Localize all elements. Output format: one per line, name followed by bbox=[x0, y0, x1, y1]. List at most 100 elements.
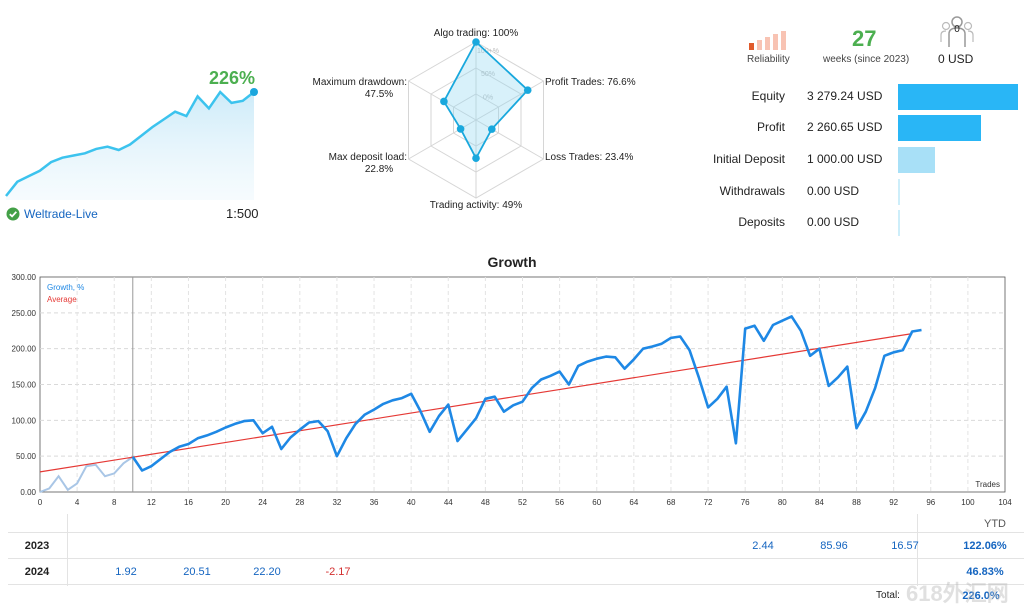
check-verified-icon bbox=[6, 207, 20, 221]
growth-chart: Growth 0.00 50.00 100.00 150.00 200.00 250.00… bbox=[12, 254, 1013, 507]
month-return-cell: -2.17 bbox=[325, 566, 351, 578]
radar-spoke bbox=[408, 119, 477, 160]
sparkline-end-dot bbox=[250, 88, 258, 96]
metric-value: 0.00 USD bbox=[807, 184, 860, 198]
x-tick-label: 48 bbox=[481, 498, 490, 507]
x-tick-label: 20 bbox=[221, 498, 230, 507]
month-return-cell: 22.20 bbox=[253, 566, 281, 578]
x-tick-label: 92 bbox=[889, 498, 898, 507]
x-tick-label: 44 bbox=[444, 498, 453, 507]
radar-axis-label: Loss Trades: 23.4% bbox=[545, 152, 633, 163]
x-tick-label: 56 bbox=[555, 498, 564, 507]
radar-value-point bbox=[472, 38, 480, 46]
x-tick-label: 24 bbox=[258, 498, 267, 507]
x-tick-label: 84 bbox=[815, 498, 824, 507]
x-tick-label: 28 bbox=[295, 498, 304, 507]
metric-row-deposits: Deposits 0.00 USD bbox=[700, 209, 1024, 237]
metric-label: Withdrawals bbox=[719, 184, 785, 198]
radar-axis-label: Profit Trades: 76.6% bbox=[545, 77, 636, 88]
chart-grid bbox=[39, 276, 1006, 493]
ytd-header: YTD bbox=[984, 518, 1006, 530]
year-cell: 2023 bbox=[24, 540, 50, 552]
x-tick-label: 72 bbox=[704, 498, 713, 507]
y-tick-label: 50.00 bbox=[16, 452, 37, 461]
radar-grid-label: 100+% bbox=[477, 48, 499, 55]
metric-bar bbox=[898, 210, 900, 236]
x-tick-label: 12 bbox=[147, 498, 156, 507]
legend-growth: Growth, % bbox=[47, 283, 84, 292]
metric-bar bbox=[898, 147, 935, 173]
metric-value: 2 260.65 USD bbox=[807, 120, 883, 134]
month-return-cell: 1.92 bbox=[115, 566, 137, 578]
reliability-label: Reliability bbox=[747, 54, 790, 65]
month-return-cell: 20.51 bbox=[183, 566, 211, 578]
radar-value-point bbox=[523, 86, 532, 94]
radar-chart: 100+% 50% 0% Algo trading: 100% Profit Trad… bbox=[313, 28, 636, 211]
metric-label: Equity bbox=[751, 89, 785, 103]
radar-axis-label: Algo trading: 100% bbox=[434, 28, 519, 39]
radar-axis-label: Max deposit load: bbox=[329, 152, 407, 163]
metric-value: 1 000.00 USD bbox=[807, 152, 883, 166]
metric-row-equity: Equity 3 279.24 USD bbox=[700, 83, 1024, 111]
growth-line bbox=[131, 315, 922, 472]
x-tick-label: 88 bbox=[852, 498, 861, 507]
metric-label: Initial Deposit bbox=[712, 152, 785, 166]
radar-labels: Algo trading: 100% Profit Trades: 76.6% Lo… bbox=[313, 28, 636, 211]
radar-value-polygon bbox=[442, 40, 529, 161]
chart-series bbox=[39, 315, 922, 493]
radar-axis-label: Trading activity: 49% bbox=[430, 200, 523, 211]
radar-value-point bbox=[472, 154, 480, 163]
metric-row-initial-deposit: Initial Deposit 1 000.00 USD bbox=[700, 146, 1024, 174]
x-axis-ticks: 0 4 8 12 16 20 24 28 32 36 40 44 48 52 56 60 64 68 72 76 80 8… bbox=[38, 498, 1012, 507]
sparkline-line bbox=[5, 90, 255, 197]
metric-row-profit: Profit 2 260.65 USD bbox=[700, 114, 1024, 142]
radar-value-point bbox=[488, 125, 496, 133]
metric-value: 3 279.24 USD bbox=[807, 89, 883, 103]
month-return-cell: 85.96 bbox=[820, 540, 848, 552]
x-tick-label: 80 bbox=[778, 498, 787, 507]
radar-value-point bbox=[440, 97, 448, 106]
watermark: 618外汇网 bbox=[906, 581, 1009, 606]
y-tick-label: 150.00 bbox=[12, 381, 37, 390]
leverage-value: 1:500 bbox=[226, 206, 259, 221]
ytd-cell: 46.83% bbox=[966, 566, 1004, 578]
x-tick-label: 16 bbox=[184, 498, 193, 507]
broker-link[interactable]: Weltrade-Live bbox=[24, 207, 98, 221]
gain-value: 226% bbox=[209, 68, 256, 88]
total-label: Total: bbox=[876, 590, 900, 601]
x-tick-label: 100 bbox=[961, 498, 975, 507]
radar-value-point bbox=[456, 125, 465, 133]
y-tick-label: 200.00 bbox=[12, 345, 37, 354]
radar-axis-label: Maximum drawdown: bbox=[313, 77, 407, 88]
x-tick-label: 40 bbox=[407, 498, 416, 507]
x-tick-label: 60 bbox=[592, 498, 601, 507]
x-tick-label: 36 bbox=[370, 498, 379, 507]
weeks-value: 27 bbox=[852, 26, 877, 51]
metric-label: Profit bbox=[756, 120, 785, 134]
x-axis-label: Trades bbox=[975, 480, 1000, 489]
y-tick-label: 100.00 bbox=[12, 416, 37, 425]
metric-row-withdrawals: Withdrawals 0.00 USD bbox=[700, 178, 1024, 206]
radar-spoke bbox=[475, 80, 544, 121]
radar-grid-label: 0% bbox=[483, 95, 493, 102]
metric-bar bbox=[898, 115, 981, 141]
x-tick-label: 104 bbox=[998, 498, 1012, 507]
metric-bar bbox=[898, 179, 900, 205]
growth-pre-line bbox=[39, 456, 134, 493]
x-tick-label: 68 bbox=[667, 498, 676, 507]
x-tick-label: 0 bbox=[38, 498, 43, 507]
x-tick-label: 76 bbox=[741, 498, 750, 507]
radar-spoke bbox=[475, 119, 544, 160]
y-tick-label: 250.00 bbox=[12, 309, 37, 318]
sparkline-area bbox=[6, 92, 254, 200]
x-tick-label: 64 bbox=[629, 498, 638, 507]
chart-title: Growth bbox=[488, 254, 537, 270]
subscribers-value: 0 USD bbox=[938, 52, 974, 66]
radar-polygon-group bbox=[440, 38, 532, 163]
radar-axis-value: 47.5% bbox=[365, 89, 393, 100]
subscribers-people-icon bbox=[940, 16, 974, 47]
y-tick-label: 0.00 bbox=[20, 488, 36, 497]
x-tick-label: 4 bbox=[75, 498, 80, 507]
legend-average: Average bbox=[47, 295, 77, 304]
x-tick-label: 96 bbox=[926, 498, 935, 507]
